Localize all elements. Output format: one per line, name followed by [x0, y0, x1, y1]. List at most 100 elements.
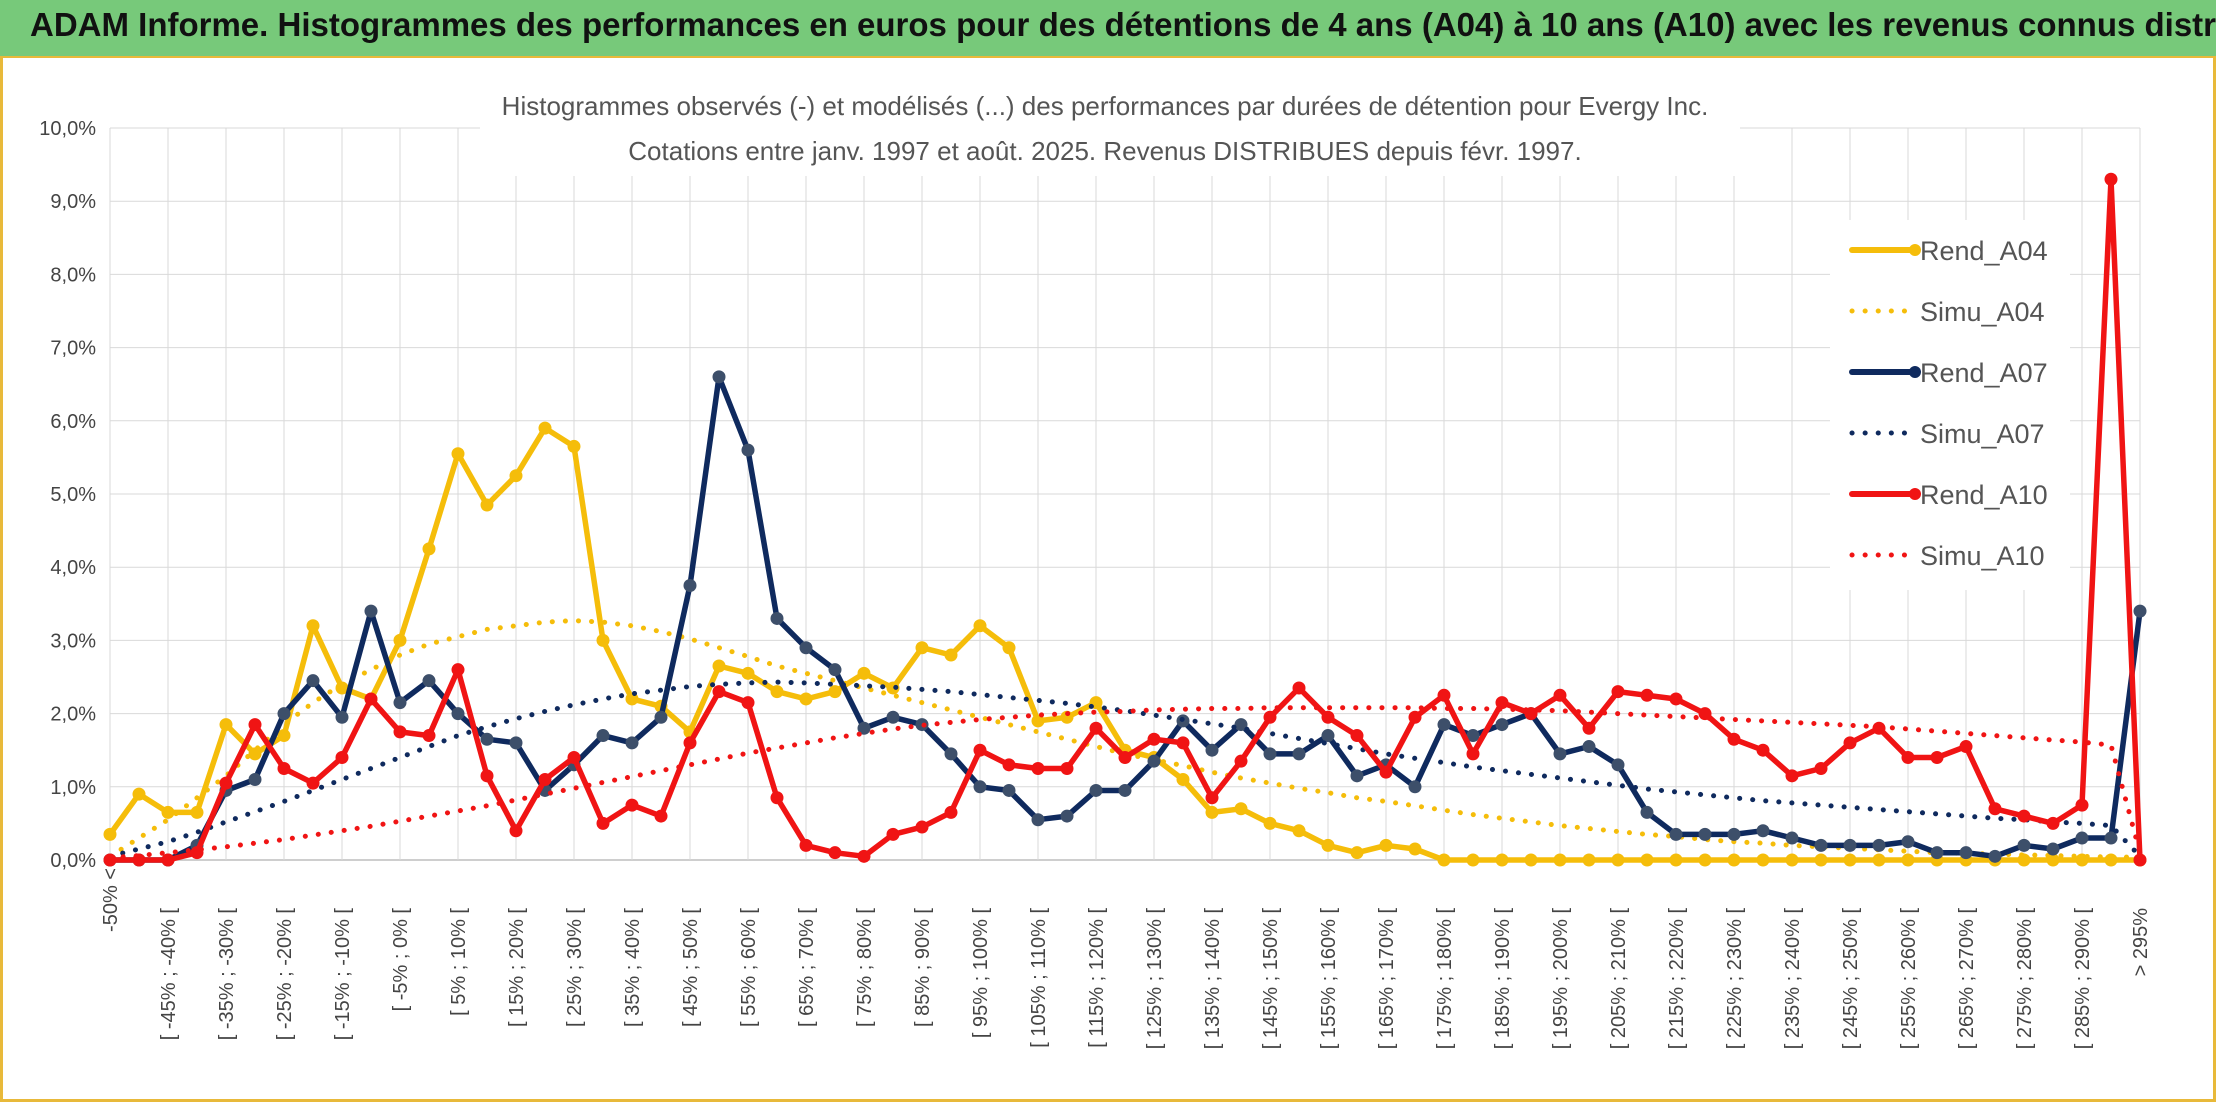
data-point: [1466, 853, 1480, 867]
data-point: [1205, 743, 1219, 757]
data-point: [1988, 849, 2002, 863]
x-tick-label: [ -25% ; -20% [: [274, 908, 296, 1041]
legend: Rend_A04 Simu_A04 Rend_A07 Simu_A07 Rend_A10…: [1830, 220, 2070, 590]
x-tick-label: [ 85% ; 90% [: [912, 908, 934, 1027]
data-point: [1495, 696, 1509, 710]
y-tick-label: 5,0%: [50, 484, 96, 506]
data-point: [1901, 751, 1915, 765]
data-point: [1698, 827, 1712, 841]
data-point: [1495, 853, 1509, 867]
x-tick-label: [ 135% ; 140% [: [1202, 908, 1224, 1050]
data-point: [480, 732, 494, 746]
data-point: [1002, 783, 1016, 797]
x-tick-label: [ 95% ; 100% [: [970, 908, 992, 1039]
data-point: [799, 692, 813, 706]
data-point: [509, 736, 523, 750]
x-tick-label: [ -15% ; -10% [: [332, 908, 354, 1041]
data-point: [944, 805, 958, 819]
data-point: [306, 619, 320, 633]
data-point: [973, 743, 987, 757]
x-tick-label: [ 255% ; 260% [: [1898, 908, 1920, 1050]
x-tick-label: [ 265% ; 270% [: [1956, 908, 1978, 1050]
data-point: [422, 542, 436, 556]
series-line-simu-a04: [107, 618, 2143, 860]
x-tick-label: [ 285% ; 290% [: [2072, 908, 2094, 1050]
data-point: [364, 692, 378, 706]
data-point: [828, 846, 842, 860]
data-point: [422, 729, 436, 743]
data-point: [1640, 805, 1654, 819]
data-point: [1263, 710, 1277, 724]
data-point: [480, 769, 494, 783]
data-point: [828, 663, 842, 677]
data-point: [1466, 729, 1480, 743]
chart-frame: [0, 58, 2216, 1102]
title-banner: ADAM Informe. Histogrammes des performan…: [0, 0, 2216, 58]
data-point: [625, 798, 639, 812]
data-point: [741, 696, 755, 710]
data-point: [393, 696, 407, 710]
x-tick-label: > 295%: [2130, 908, 2152, 977]
data-point: [1611, 853, 1625, 867]
x-tick-label: [ 105% ; 110% [: [1028, 908, 1050, 1048]
data-point: [277, 729, 291, 743]
data-point: [944, 747, 958, 761]
data-point: [1640, 853, 1654, 867]
y-tick-label: 8,0%: [50, 264, 96, 286]
x-tick-label: [ 215% ; 220% [: [1666, 908, 1688, 1050]
data-point: [886, 681, 900, 695]
x-tick-label: [ 35% ; 40% [: [622, 908, 644, 1027]
data-point: [1669, 853, 1683, 867]
data-point: [1437, 853, 1451, 867]
data-point: [1292, 681, 1306, 695]
data-point: [1234, 802, 1248, 816]
x-tick-label: [ 175% ; 180% [: [1434, 908, 1456, 1050]
data-point: [2075, 798, 2089, 812]
legend-label: Rend_A07: [1920, 358, 2048, 388]
data-point: [248, 772, 262, 786]
legend-marker: [1909, 488, 1921, 500]
data-point: [1060, 710, 1074, 724]
data-point: [2046, 842, 2060, 856]
data-point: [161, 805, 175, 819]
legend-marker: [1909, 366, 1921, 378]
data-point: [451, 707, 465, 721]
x-tick-label: [ 185% ; 190% [: [1492, 908, 1514, 1050]
x-tick-label: [ 75% ; 80% [: [854, 908, 876, 1027]
data-point: [1582, 740, 1596, 754]
data-point: [1553, 688, 1567, 702]
data-point: [1031, 714, 1045, 728]
data-point: [1205, 791, 1219, 805]
chart-title: Histogrammes observés (-) et modélisés (…: [502, 91, 1709, 121]
data-point: [1785, 853, 1799, 867]
x-tick-label: [ 275% ; 280% [: [2014, 908, 2036, 1050]
data-point: [1553, 747, 1567, 761]
data-point: [915, 820, 929, 834]
x-tick-label: [ 195% ; 200% [: [1550, 908, 1572, 1050]
page-title: ADAM Informe. Histogrammes des performan…: [30, 6, 2216, 43]
data-point: [1002, 758, 1016, 772]
data-point: [1582, 853, 1596, 867]
data-point: [1901, 835, 1915, 849]
y-tick-label: 6,0%: [50, 411, 96, 433]
y-axis: 0,0% 1,0% 2,0% 3,0% 4,0% 5,0% 6,0% 7,0% 8,0% 9,0%…: [39, 118, 96, 872]
x-tick-label: [ 225% ; 230% [: [1724, 908, 1746, 1050]
data-point: [596, 729, 610, 743]
data-point: [1031, 813, 1045, 827]
data-point: [683, 736, 697, 750]
x-tick-label: [ -5% ; 0% [: [390, 908, 412, 1012]
data-point: [567, 439, 581, 453]
data-point: [857, 849, 871, 863]
x-tick-label: [ 145% ; 150% [: [1260, 908, 1282, 1050]
data-point: [1060, 809, 1074, 823]
data-point: [1756, 853, 1770, 867]
data-point: [1843, 736, 1857, 750]
data-point: [1437, 688, 1451, 702]
series-line-simu-a07: [107, 679, 2143, 859]
chart-subtitle: Cotations entre janv. 1997 et août. 2025…: [628, 136, 1581, 166]
data-point: [1756, 824, 1770, 838]
data-point: [1350, 846, 1364, 860]
data-point: [1930, 846, 1944, 860]
data-point: [770, 685, 784, 699]
